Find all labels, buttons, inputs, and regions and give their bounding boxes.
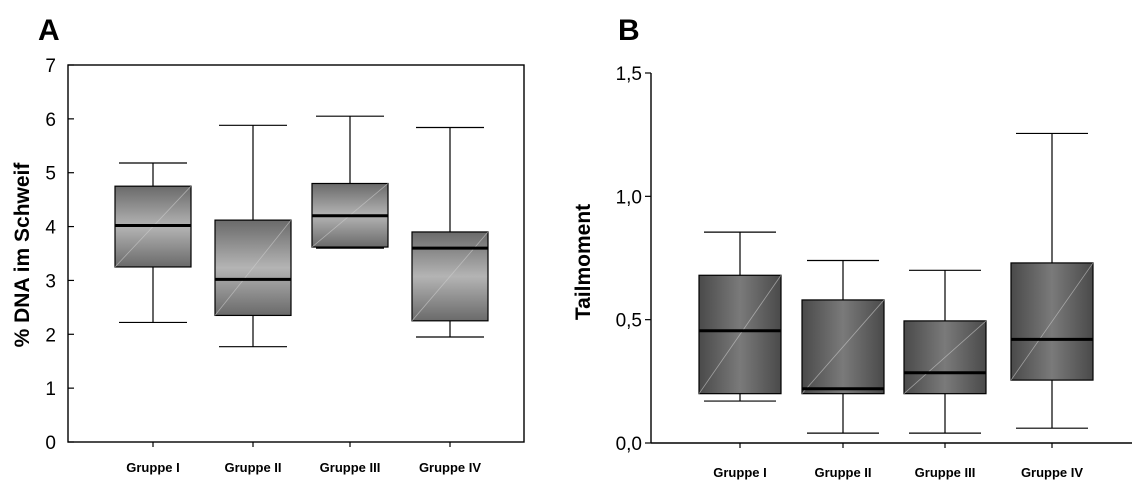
panel-b-boxes bbox=[698, 132, 1094, 434]
box-sheen bbox=[1010, 262, 1094, 381]
panel-a-y-axis: 0 1 2 3 4 5 6 7 bbox=[45, 56, 74, 454]
box-1 bbox=[114, 162, 192, 324]
panel-a-y-axis-label: % DNA im Schweif bbox=[11, 162, 34, 348]
y-tick-label: 5 bbox=[45, 164, 56, 185]
box-sheen bbox=[698, 275, 782, 394]
x-tick-label: Gruppe IV bbox=[1021, 465, 1083, 480]
x-tick-label: Gruppe III bbox=[320, 460, 381, 475]
y-tick-label: 6 bbox=[45, 110, 56, 131]
box-2 bbox=[801, 259, 885, 434]
panel-a-x-axis: Gruppe I Gruppe II Gruppe III Gruppe IV bbox=[126, 442, 481, 475]
y-tick-label: 0 bbox=[45, 433, 56, 454]
x-tick-label: Gruppe I bbox=[713, 465, 766, 480]
box-sheen bbox=[801, 299, 885, 394]
x-tick-label: Gruppe II bbox=[224, 460, 281, 475]
panel-b-y-axis-label: Tailmoment bbox=[572, 204, 595, 320]
panel-b: B Tailmoment 0,00,51,01,5 Gruppe I Gruppe… bbox=[572, 14, 1132, 480]
y-tick-label: 1 bbox=[45, 379, 56, 400]
y-tick-label: 3 bbox=[45, 271, 56, 292]
x-tick-label: Gruppe I bbox=[126, 460, 179, 475]
box-sheen bbox=[903, 320, 987, 394]
panel-b-label: B bbox=[618, 14, 640, 47]
panel-a-boxes bbox=[114, 115, 489, 348]
y-tick-label: 1,0 bbox=[616, 187, 642, 208]
box-3 bbox=[903, 269, 987, 434]
y-tick-label: 4 bbox=[45, 218, 56, 239]
y-tick-label: 0,5 bbox=[616, 311, 642, 332]
panel-a-plot-frame bbox=[67, 64, 525, 443]
x-tick-label: Gruppe II bbox=[814, 465, 871, 480]
y-tick-label: 7 bbox=[45, 56, 56, 77]
box-2 bbox=[214, 124, 292, 348]
box-3 bbox=[311, 115, 389, 249]
box-1 bbox=[698, 231, 782, 402]
x-tick-label: Gruppe IV bbox=[419, 460, 481, 475]
y-tick-label: 1,5 bbox=[616, 64, 642, 85]
y-tick-label: 0,0 bbox=[616, 434, 642, 455]
panel-b-y-axis: 0,0 0,5 1,0 1,5 bbox=[616, 64, 651, 455]
box-4 bbox=[411, 126, 489, 338]
box-4 bbox=[1010, 132, 1094, 429]
panel-b-x-axis: Gruppe I Gruppe II Gruppe III Gruppe IV bbox=[713, 443, 1083, 480]
panel-a-label: A bbox=[38, 14, 60, 47]
x-tick-label: Gruppe III bbox=[915, 465, 976, 480]
y-tick-label: 2 bbox=[45, 325, 56, 346]
box-sheen bbox=[214, 219, 292, 316]
